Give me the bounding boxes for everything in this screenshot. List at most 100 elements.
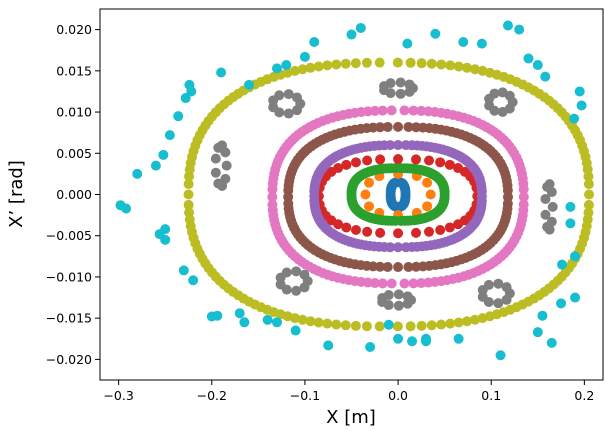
data-point-series-8 xyxy=(374,57,385,68)
data-point-series-9 xyxy=(421,336,432,347)
data-point-series-8 xyxy=(584,189,595,200)
data-point-series-9 xyxy=(164,130,175,141)
data-point-series-7 xyxy=(393,300,404,311)
data-point-series-9 xyxy=(569,113,580,124)
data-point-series-9 xyxy=(458,36,469,47)
data-point-series-8 xyxy=(462,316,473,327)
data-point-series-5 xyxy=(403,121,414,132)
data-point-series-9 xyxy=(346,29,357,40)
data-point-series-8 xyxy=(305,316,316,327)
data-point-series-9 xyxy=(188,275,199,286)
data-point-series-7 xyxy=(497,87,508,98)
data-point-series-4 xyxy=(393,242,404,253)
data-point-series-9 xyxy=(290,325,301,336)
data-point-series-8 xyxy=(583,207,594,218)
data-point-series-7 xyxy=(540,209,551,220)
y-tick-label: 0.010 xyxy=(56,105,92,120)
data-point-series-8 xyxy=(184,171,195,182)
data-point-series-9 xyxy=(402,38,413,49)
data-point-series-8 xyxy=(416,320,427,331)
data-point-series-7 xyxy=(546,216,557,227)
data-point-series-1 xyxy=(422,177,433,188)
data-point-series-7 xyxy=(383,300,394,311)
data-point-series-9 xyxy=(244,79,255,90)
data-point-series-5 xyxy=(502,198,513,209)
data-point-series-8 xyxy=(426,58,437,69)
data-point-series-9 xyxy=(216,67,227,78)
data-point-series-7 xyxy=(299,282,310,293)
data-point-series-8 xyxy=(183,179,194,190)
data-point-series-9 xyxy=(540,71,551,82)
data-point-series-5 xyxy=(393,121,404,132)
y-tick-label: 0.020 xyxy=(56,22,92,37)
data-point-series-8 xyxy=(392,57,403,68)
data-point-series-1 xyxy=(422,201,433,212)
data-point-series-7 xyxy=(547,201,558,212)
data-point-series-6 xyxy=(416,105,427,116)
data-point-series-9 xyxy=(556,298,567,309)
y-tick-label: −0.005 xyxy=(46,228,92,243)
x-tick-label: 0.2 xyxy=(574,388,594,403)
data-point-series-8 xyxy=(331,59,342,70)
data-point-series-9 xyxy=(570,292,581,303)
data-point-series-6 xyxy=(377,105,388,116)
data-point-series-3 xyxy=(444,222,455,233)
data-point-series-8 xyxy=(445,60,456,71)
data-point-series-9 xyxy=(365,342,376,353)
data-point-series-8 xyxy=(374,321,385,332)
data-point-series-7 xyxy=(504,103,515,114)
data-point-series-5 xyxy=(375,261,386,272)
data-point-series-7 xyxy=(501,294,512,305)
x-tick-label: −0.1 xyxy=(290,388,320,403)
data-point-series-9 xyxy=(271,63,282,74)
data-point-series-3 xyxy=(453,163,464,174)
data-point-series-9 xyxy=(234,308,245,319)
data-point-series-5 xyxy=(382,261,393,272)
data-point-series-6 xyxy=(423,106,434,117)
data-point-series-9 xyxy=(271,317,282,328)
data-point-series-9 xyxy=(212,310,223,321)
data-point-series-8 xyxy=(462,62,473,73)
data-point-series-9 xyxy=(121,203,132,214)
data-point-series-7 xyxy=(493,278,504,289)
data-point-series-8 xyxy=(350,320,361,331)
data-point-series-4 xyxy=(400,140,411,151)
x-axis-label: X [m] xyxy=(326,407,376,428)
data-point-series-7 xyxy=(404,86,415,97)
data-point-series-8 xyxy=(305,62,316,73)
data-point-series-7 xyxy=(540,193,551,204)
data-point-series-8 xyxy=(361,321,372,332)
data-point-series-9 xyxy=(160,234,171,245)
data-point-series-9 xyxy=(565,201,576,212)
data-point-series-7 xyxy=(395,77,406,88)
data-point-series-9 xyxy=(150,160,161,171)
data-point-series-9 xyxy=(239,317,250,328)
data-point-series-8 xyxy=(289,313,300,324)
data-point-series-5 xyxy=(403,261,414,272)
data-point-series-3 xyxy=(411,227,422,238)
data-point-series-9 xyxy=(262,314,273,325)
y-tick-label: 0.000 xyxy=(56,187,92,202)
data-point-series-9 xyxy=(407,336,418,347)
data-point-series-3 xyxy=(435,157,446,168)
data-point-series-8 xyxy=(297,314,308,325)
data-point-series-9 xyxy=(184,79,195,90)
data-point-series-6 xyxy=(362,277,373,288)
data-point-series-8 xyxy=(331,319,342,330)
data-point-series-9 xyxy=(180,93,191,104)
data-point-series-7 xyxy=(299,269,310,280)
data-point-series-9 xyxy=(323,340,334,351)
data-point-series-9 xyxy=(173,111,184,122)
data-point-series-9 xyxy=(476,38,487,49)
data-points xyxy=(115,20,595,361)
data-point-series-4 xyxy=(385,242,396,253)
data-point-series-7 xyxy=(542,181,553,192)
x-tick-label: −0.3 xyxy=(103,388,133,403)
data-point-series-8 xyxy=(361,57,372,68)
data-point-series-3 xyxy=(350,224,361,235)
data-point-series-9 xyxy=(158,149,169,160)
data-point-series-7 xyxy=(292,92,302,103)
data-point-series-9 xyxy=(309,36,320,47)
data-point-series-7 xyxy=(483,297,494,307)
